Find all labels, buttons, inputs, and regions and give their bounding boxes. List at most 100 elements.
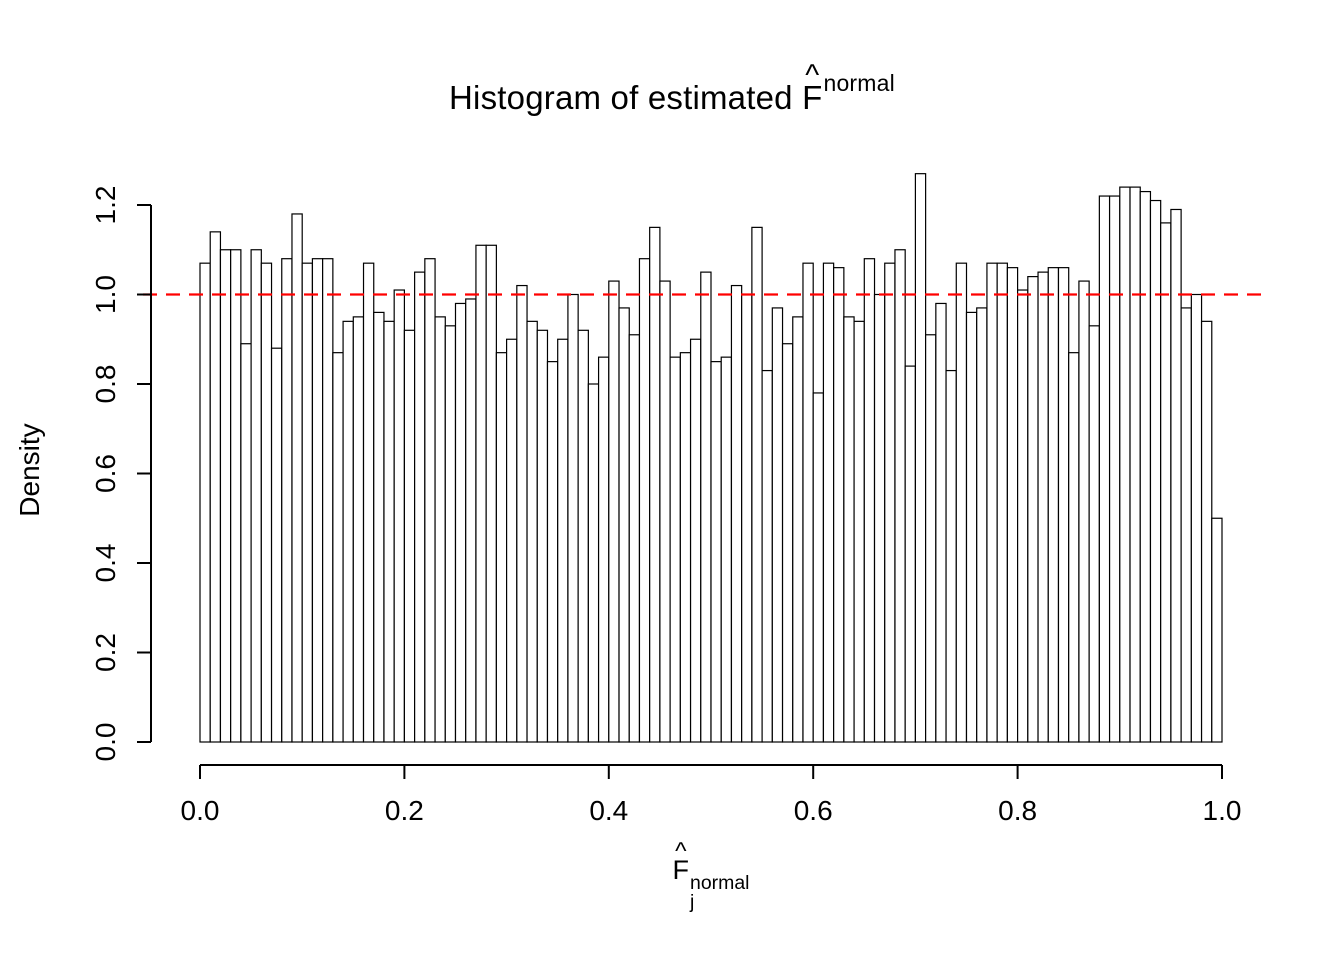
- histogram-bar: [1160, 222, 1172, 743]
- histogram-bar: [689, 338, 702, 743]
- title-superscript: normal: [823, 70, 895, 96]
- f-letter: F: [802, 79, 823, 116]
- histogram-bar: [434, 316, 446, 743]
- histogram-bar: [1211, 517, 1223, 743]
- histogram-bar: [475, 244, 487, 743]
- histogram-bar: [976, 307, 988, 743]
- histogram-bar: [781, 343, 794, 743]
- histogram-bar: [853, 320, 865, 743]
- histogram-bar: [557, 338, 569, 743]
- histogram-bar: [1139, 190, 1152, 743]
- histogram-bar: [771, 307, 784, 743]
- histogram-bar: [1119, 186, 1131, 743]
- histogram-bar: [352, 316, 365, 743]
- histogram-bar: [659, 280, 671, 743]
- histogram-bar: [281, 258, 293, 743]
- y-tick-label: 1.2: [90, 186, 121, 225]
- histogram-bar: [332, 352, 344, 743]
- histogram-bar: [812, 392, 825, 743]
- histogram-bar: [260, 262, 273, 743]
- histogram-bar: [301, 262, 314, 743]
- histogram-bar: [1068, 352, 1080, 743]
- histogram-bar: [720, 356, 733, 743]
- histogram-bar: [649, 226, 661, 743]
- y-tick-label: 1.0: [90, 275, 121, 314]
- histogram-bar: [955, 262, 968, 743]
- histogram-bar: [567, 293, 579, 743]
- histogram-bar: [904, 365, 916, 743]
- histogram-bar: [250, 249, 262, 743]
- histogram-bar: [996, 262, 1008, 743]
- histogram-bar: [270, 347, 283, 743]
- histogram-bar: [465, 298, 477, 743]
- x-tick-label: 0.4: [589, 795, 628, 826]
- x-tick-label: 0.2: [385, 795, 424, 826]
- x-tick-label: 0.6: [794, 795, 833, 826]
- histogram-bar: [802, 262, 814, 743]
- histogram-bar: [516, 284, 528, 743]
- histogram-bar: [526, 320, 538, 743]
- histogram-bar: [342, 320, 354, 743]
- histogram-bar: [884, 262, 896, 743]
- histogram-bar: [1078, 280, 1090, 743]
- histogram-bar: [383, 320, 395, 743]
- histogram-bar: [863, 258, 876, 743]
- histogram-bar: [608, 280, 620, 743]
- histogram-bar: [741, 293, 753, 743]
- histogram-bar: [1027, 276, 1039, 743]
- histogram-bar: [1129, 186, 1141, 743]
- histogram-bar: [536, 329, 549, 743]
- y-tick-label: 0.8: [90, 365, 121, 404]
- histogram-bar: [1047, 267, 1060, 743]
- histogram-bar: [199, 262, 211, 743]
- histogram-bar: [1170, 208, 1182, 743]
- histogram-bar: [414, 271, 426, 743]
- histogram-bar: [679, 352, 692, 743]
- histogram-bar: [403, 329, 416, 743]
- histogram-bar: [945, 369, 957, 743]
- histogram-bar: [424, 258, 436, 743]
- histogram-bar: [894, 249, 906, 743]
- histogram-bar: [219, 249, 232, 743]
- x-tick-label: 1.0: [1203, 795, 1242, 826]
- histogram-bar: [1016, 289, 1029, 743]
- histogram-bar: [833, 267, 845, 743]
- histogram-bar: [240, 343, 252, 743]
- histogram-bar: [587, 383, 600, 743]
- y-tick-label: 0.6: [90, 454, 121, 493]
- histogram-bar: [618, 307, 630, 743]
- histogram-bar: [914, 173, 927, 743]
- histogram-bar: [843, 316, 855, 743]
- histogram-bar: [209, 231, 222, 743]
- histogram-bar: [761, 369, 773, 743]
- histogram-bar: [751, 226, 763, 743]
- histogram-bar: [1057, 267, 1070, 743]
- histogram-bar: [577, 329, 589, 743]
- histogram-bar: [495, 352, 508, 743]
- x-label-scripts: normal j: [690, 871, 750, 913]
- histogram-bar: [393, 289, 405, 743]
- histogram-bar: [546, 361, 559, 743]
- histogram-bar: [700, 271, 712, 743]
- histogram-bar: [230, 249, 242, 743]
- hat-accent: ^: [805, 58, 820, 92]
- histogram-bar: [485, 244, 497, 743]
- hat-accent: ^: [675, 837, 687, 865]
- histogram-bar: [311, 258, 324, 743]
- histogram-bar: [1088, 325, 1100, 743]
- histogram-bar: [986, 262, 998, 743]
- y-tick-label: 0.2: [90, 633, 121, 672]
- histogram-bar: [1108, 195, 1121, 743]
- histogram-bar: [935, 302, 947, 743]
- chart-title: Histogram of estimated ^ Fnormal: [0, 60, 1344, 117]
- y-tick-label: 0.0: [90, 723, 121, 762]
- histogram-bar: [628, 334, 641, 743]
- x-label-superscript: normal: [690, 871, 750, 894]
- histogram-bar: [1190, 293, 1203, 743]
- histogram-bar: [444, 325, 457, 743]
- histogram-bar: [873, 293, 886, 743]
- histogram-bar: [822, 262, 835, 743]
